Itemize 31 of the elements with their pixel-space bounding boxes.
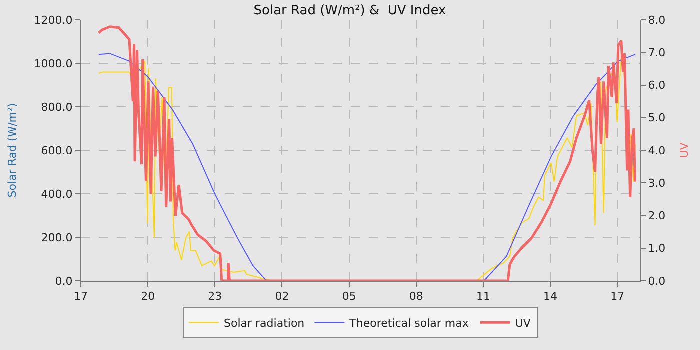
- x-tick-label: 14: [544, 290, 558, 304]
- y2-tick-label: 8.0: [648, 14, 666, 27]
- x-tick-label: 17: [74, 290, 88, 304]
- legend-label: Theoretical solar max: [348, 316, 470, 330]
- y2-tick-label: 2.0: [648, 210, 666, 223]
- x-tick-label: 17: [610, 290, 625, 304]
- y2-tick-label: 5.0: [648, 112, 666, 125]
- y2-tick-label: 3.0: [648, 176, 666, 190]
- legend-label: Solar radiation: [224, 316, 305, 330]
- y-tick-label: 1000.0: [34, 57, 73, 70]
- y2-tick-label: 0.0: [648, 274, 666, 288]
- y-tick-label: 600.0: [41, 144, 73, 158]
- y2-tick-label: 1.0: [648, 242, 666, 256]
- y-tick-label: 800.0: [41, 100, 73, 114]
- x-tick-label: 23: [208, 290, 222, 304]
- y-tick-label: 0.0: [55, 274, 73, 288]
- legend-label: UV: [515, 316, 532, 330]
- x-tick-label: 02: [275, 290, 290, 304]
- chart-title: Solar Rad (W/m²) & UV Index: [254, 3, 447, 18]
- y2-tick-label: 7.0: [648, 46, 666, 60]
- y2-tick-label: 6.0: [648, 79, 666, 92]
- y-tick-label: 400.0: [41, 188, 73, 201]
- x-tick-label: 20: [141, 290, 156, 304]
- x-tick-label: 05: [342, 290, 356, 304]
- y-tick-label: 1200.0: [34, 14, 73, 27]
- y2-axis-title: UV: [678, 142, 691, 158]
- y2-tick-label: 4.0: [648, 144, 666, 158]
- x-tick-label: 08: [409, 290, 424, 304]
- y-tick-label: 200.0: [41, 231, 73, 244]
- x-tick-label: 11: [476, 290, 490, 304]
- y-axis-title: Solar Rad (W/m²): [6, 103, 19, 198]
